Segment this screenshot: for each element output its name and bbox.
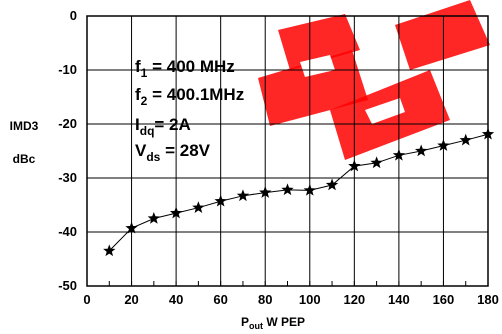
plot-border: [86, 15, 489, 287]
condition-line: f1 = 400 MHz: [135, 57, 235, 80]
data-point-star: [147, 212, 161, 224]
data-point-star: [437, 139, 450, 151]
x-tick-label: 0: [83, 292, 90, 307]
data-point-star: [303, 183, 316, 196]
data-point-star: [281, 183, 294, 196]
watermark-shape: [365, 98, 405, 124]
condition-line: Vds = 28V: [135, 141, 211, 164]
data-point-star: [259, 186, 272, 198]
data-point-star: [214, 194, 227, 207]
x-tick-label: 60: [213, 292, 227, 307]
x-tick-label: 180: [477, 292, 499, 307]
data-point-star: [236, 189, 250, 202]
y-tick-label: -20: [58, 116, 77, 131]
tick-labels: 0 -10 -20 -30 -40 -50 0 20 40 60 80 100 120 140 160 180: [58, 8, 499, 307]
axis-labels: IMD3 dBc Pout W PEP: [10, 119, 305, 331]
x-tick-label: 80: [258, 292, 272, 307]
y-tick-label: -50: [58, 278, 77, 293]
data-point-star: [169, 206, 183, 219]
series-imd3: [103, 127, 495, 257]
x-tick-label: 140: [388, 292, 410, 307]
x-tick-label: 40: [169, 292, 183, 307]
x-axis-label: Pout W PEP: [241, 315, 305, 331]
y-tick-label: -40: [58, 224, 77, 239]
data-point-star: [459, 133, 472, 146]
data-point-star: [192, 201, 205, 213]
data-point-star: [392, 148, 406, 161]
x-tick-label: 120: [343, 292, 365, 307]
watermark-shape: [300, 55, 335, 77]
data-point-star: [370, 156, 383, 169]
y-axis-unit: dBc: [13, 152, 36, 166]
condition-line: Idq= 2A: [135, 115, 191, 138]
x-tick-label: 100: [299, 292, 321, 307]
data-point-star: [325, 178, 339, 191]
data-point-star: [125, 221, 138, 234]
y-tick-label: 0: [70, 8, 77, 23]
y-tick-label: -30: [58, 170, 77, 185]
x-tick-label: 20: [124, 292, 138, 307]
y-axis-label: IMD3: [10, 119, 39, 133]
test-conditions: f1 = 400 MHz f2 = 400.1MHz Idq= 2A Vds = 28…: [135, 57, 244, 164]
watermark-shape: [278, 14, 360, 70]
condition-line: f2 = 400.1MHz: [135, 85, 244, 108]
watermark-shape: [395, 0, 490, 70]
y-tick-label: -10: [58, 62, 77, 77]
data-point-star: [348, 159, 361, 172]
x-tick-label: 160: [433, 292, 455, 307]
plot-frame: [86, 15, 489, 287]
data-point-star: [414, 144, 428, 157]
data-point-star: [103, 244, 116, 257]
watermark-logo: [258, 0, 490, 160]
